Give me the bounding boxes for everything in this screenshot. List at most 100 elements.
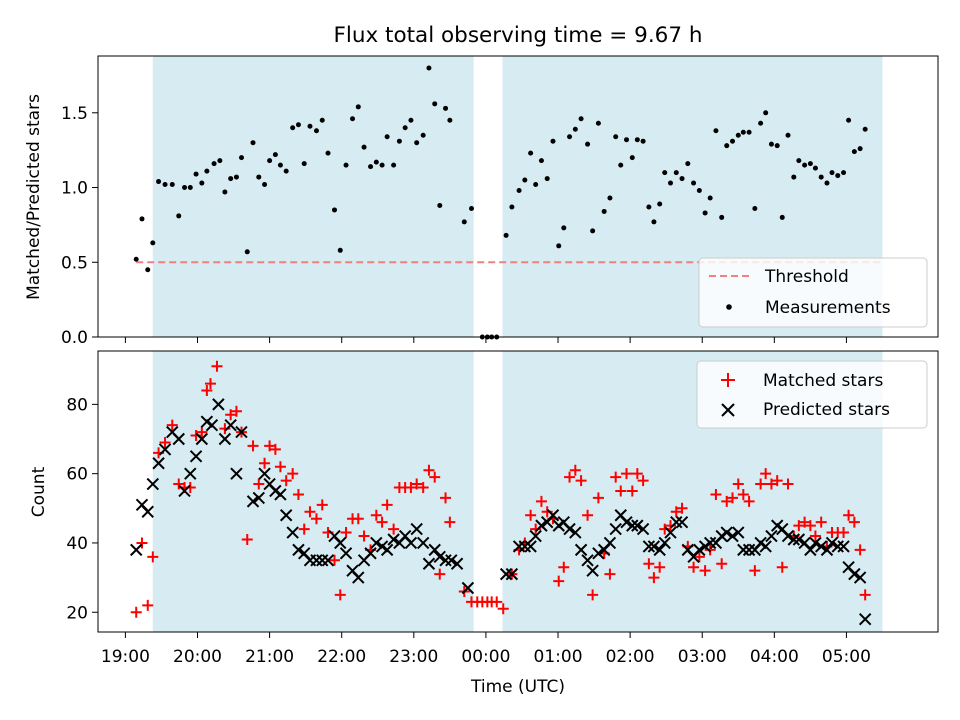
matched-star-point [310, 513, 322, 525]
x-tick-label: 23:00 [389, 647, 438, 667]
matched-star-point [247, 440, 259, 452]
matched-star-point [843, 509, 855, 521]
matched-star-point [304, 506, 316, 518]
matched-star-point [535, 495, 547, 507]
matched-star-point [280, 475, 292, 487]
predicted-star-point [809, 536, 822, 550]
x-tick-label: 20:00 [173, 647, 222, 667]
measurement-point [368, 164, 374, 170]
matched-star-point [582, 509, 594, 521]
measurement-point [851, 149, 857, 155]
predicted-star-point [759, 540, 772, 553]
predicted-star-point [675, 515, 689, 529]
measurement-point [561, 225, 567, 231]
matched-star-point [211, 360, 223, 372]
matched-star-point [575, 475, 587, 487]
measurement-point [578, 116, 584, 122]
predicted-star-point [524, 540, 537, 553]
chart-title: Flux total observing time = 9.67 h [334, 23, 703, 48]
measurement-point [408, 117, 414, 123]
matched-star-point [838, 527, 850, 539]
matched-star-point [259, 457, 271, 469]
predicted-star-point [252, 491, 265, 505]
measurement-point [384, 134, 390, 140]
predicted-star-point [404, 536, 418, 550]
predicted-star-point [316, 554, 329, 567]
matched-star-point [815, 516, 827, 528]
measurement-point [585, 141, 591, 147]
measurement-point [791, 174, 797, 180]
matched-star-point [230, 405, 242, 417]
measurement-point [758, 120, 764, 126]
matched-star-point [381, 499, 393, 511]
matched-star-point [417, 482, 429, 494]
measurement-point [730, 138, 736, 144]
matched-star-point [525, 509, 537, 521]
measurement-point [841, 170, 847, 176]
bot-y-tick-label: 20 [66, 603, 88, 623]
predicted-star-point [642, 540, 656, 553]
matched-star-point [264, 440, 276, 452]
predicted-star-point [546, 509, 560, 522]
measurement-point [629, 155, 635, 161]
matched-star-point [241, 533, 253, 545]
measurement-point [290, 125, 296, 131]
measurement-point [468, 205, 474, 211]
matched-star-point [253, 478, 265, 490]
x-tick-label: 01:00 [534, 647, 583, 667]
matched-star-point [716, 558, 728, 570]
matched-star-point [776, 561, 788, 573]
matched-star-point [760, 468, 772, 480]
measurement-point [613, 134, 619, 140]
measurement-point [461, 219, 467, 225]
matched-star-point [328, 554, 340, 566]
measurement-point [319, 117, 325, 123]
measurement-point [217, 158, 223, 164]
bot-y-tick-label: 60 [66, 465, 88, 485]
matched-star-point [434, 568, 446, 580]
predicted-star-point [765, 529, 778, 543]
measurement-point [139, 216, 145, 222]
top-legend-box [698, 257, 928, 328]
predicted-star-point [631, 519, 644, 532]
measurement-point [818, 174, 824, 180]
matched-star-point [196, 426, 208, 438]
measurement-point [846, 117, 852, 123]
predicted-star-point [130, 543, 143, 557]
matched-star-point [316, 499, 328, 511]
top-plot-frame [97, 55, 939, 338]
measurement-point [295, 122, 301, 128]
matched-star-point [553, 575, 565, 587]
legend-measurements-label: Measurements [765, 298, 891, 318]
predicted-star-point [535, 519, 548, 532]
matched-star-point [142, 599, 154, 611]
matched-star-point [721, 495, 733, 507]
measurement-point [272, 152, 278, 158]
measurement-point [768, 141, 774, 147]
predicted-star-point [370, 536, 383, 550]
bottom-y-axis-label: Count [29, 466, 49, 517]
matched-star-point [610, 471, 622, 483]
measurement-point [779, 214, 785, 220]
matched-star-point [809, 530, 821, 542]
x-tick-label: 22:00 [317, 647, 366, 667]
top-y-tick-label: 0.0 [61, 328, 88, 348]
measurement-point [857, 146, 863, 152]
bot-y-tick-label: 80 [66, 395, 88, 415]
measurement-point [785, 132, 791, 138]
predicted-star-point [387, 533, 400, 546]
measurement-point [432, 101, 438, 107]
predicted-star-point [433, 550, 446, 564]
measurement-point [420, 132, 426, 138]
x-tick-label: 00:00 [461, 647, 510, 667]
predicted-star-point [258, 467, 271, 480]
measurement-point [618, 162, 624, 168]
bottom-y-axis: 20 40 60 80 [66, 395, 98, 623]
measurement-point [262, 182, 268, 188]
predicted-star-point [246, 495, 260, 508]
predicted-star-point [439, 554, 452, 567]
measurement-point [740, 129, 746, 135]
measurement-point [343, 162, 349, 168]
matched-star-point [804, 520, 816, 532]
matched-star-point [292, 488, 304, 500]
